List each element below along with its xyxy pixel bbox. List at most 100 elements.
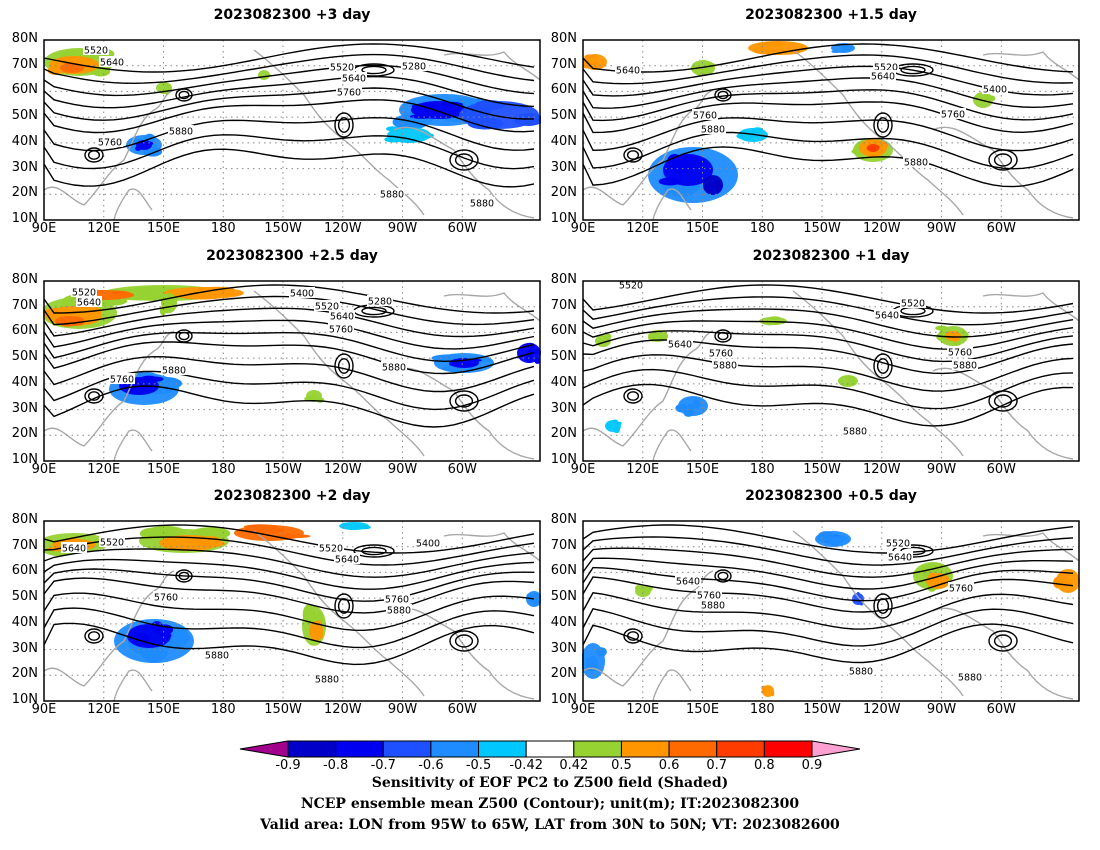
latitude-tick-label: 50N: [11, 349, 38, 365]
latitude-tick-label: 70N: [11, 537, 38, 553]
svg-text:5880: 5880: [701, 125, 725, 136]
svg-text:5520: 5520: [315, 302, 339, 313]
sensitivity-shading: [234, 524, 311, 541]
svg-text:5520: 5520: [901, 299, 925, 310]
sensitivity-shading: [658, 154, 713, 186]
colorbar: [239, 740, 861, 758]
longitude-tick-label: 120W: [862, 462, 901, 477]
contour-label: 5640: [874, 309, 900, 322]
svg-text:5400: 5400: [983, 85, 1007, 96]
sensitivity-shading: [761, 685, 775, 697]
latitude-tick-label: 20N: [11, 426, 38, 442]
svg-text:5280: 5280: [368, 297, 392, 308]
map-frame: [582, 280, 1080, 462]
svg-text:5760: 5760: [948, 348, 972, 359]
latitude-tick-label: 10N: [550, 692, 577, 707]
contour-label: 5520: [71, 286, 97, 299]
contour-label: 5760: [692, 109, 718, 122]
longitude-tick-label: 90W: [926, 221, 957, 236]
contour-label: 5760: [947, 346, 973, 359]
svg-text:5520: 5520: [886, 539, 910, 550]
svg-text:5520: 5520: [84, 46, 108, 57]
longitude-tick-label: 180: [210, 462, 236, 477]
latitude-tick-label: 80N: [11, 272, 38, 287]
colorbar-label: 0.9: [801, 758, 823, 773]
contour-label: 5880: [700, 123, 726, 136]
colorbar-segment: [430, 740, 480, 758]
svg-text:5520: 5520: [100, 538, 124, 549]
svg-text:5760: 5760: [949, 584, 973, 595]
caption-line3: Valid area: LON from 95W to 65W, LAT fro…: [260, 817, 840, 833]
svg-text:5640: 5640: [342, 74, 366, 85]
colorbar-segment: [620, 740, 670, 758]
svg-text:5760: 5760: [329, 325, 353, 336]
contour-label: 5760: [384, 593, 410, 606]
z500-contours: [43, 284, 535, 428]
latitude-tick-label: 70N: [11, 56, 38, 72]
contour-label: 5520: [873, 61, 899, 74]
colorbar-segment: [382, 740, 432, 758]
longitude-tick-label: 120W: [323, 702, 362, 717]
colorbar-segment: [287, 740, 337, 758]
svg-text:5640: 5640: [77, 298, 101, 309]
svg-text:5880: 5880: [958, 673, 982, 684]
contour-label: 5760: [328, 323, 354, 336]
longitude-tick-label: 180: [210, 221, 236, 236]
contour-label: 5640: [99, 56, 125, 69]
contour-label: 5640: [870, 70, 896, 83]
longitude-tick-label: 60W: [986, 221, 1017, 236]
svg-text:5400: 5400: [290, 289, 314, 300]
colorbar-label: 0.42: [559, 758, 589, 773]
contour-label: 5880: [168, 125, 194, 138]
latitude-tick-label: 30N: [11, 400, 38, 416]
svg-text:5880: 5880: [162, 366, 186, 377]
svg-text:5760: 5760: [154, 593, 178, 604]
svg-text:5760: 5760: [697, 591, 721, 602]
contour-label: 5640: [334, 553, 360, 566]
colorbar-label: -0.8: [322, 758, 349, 773]
latitude-tick-label: 60N: [11, 323, 38, 339]
longitude-tick-label: 90E: [570, 462, 596, 477]
latitude-tick-label: 10N: [11, 692, 38, 707]
contour-label: 5760: [153, 591, 179, 604]
contour-label: 5880: [204, 649, 230, 662]
contour-label: 5760: [948, 582, 974, 595]
contour-label: 5880: [161, 364, 187, 377]
contour-label: 5880: [379, 188, 405, 201]
longitude-tick-label: 180: [749, 221, 775, 236]
latitude-tick-label: 40N: [11, 374, 38, 390]
map-frame: [43, 520, 541, 702]
svg-text:5880: 5880: [843, 427, 867, 438]
latitude-tick-label: 80N: [550, 512, 577, 527]
sensitivity-shading: [703, 175, 723, 195]
longitude-tick-label: 90E: [31, 462, 57, 477]
contour-label: 5760: [336, 86, 362, 99]
contour-label: 5280: [367, 295, 393, 308]
sensitivity-shading: [339, 522, 371, 530]
sensitivity-shading: [866, 144, 880, 152]
svg-text:5760: 5760: [385, 595, 409, 606]
longitude-tick-label: 150W: [264, 702, 302, 717]
contour-label: 5520: [99, 536, 125, 549]
latitude-tick-label: 30N: [550, 400, 577, 416]
contour-label: 5880: [903, 156, 929, 169]
latitude-tick-label: 40N: [550, 133, 577, 149]
contour-label: 5760: [97, 136, 123, 149]
latitude-tick-label: 20N: [550, 185, 577, 201]
svg-text:5640: 5640: [871, 72, 895, 83]
z500-contours: [582, 284, 1074, 427]
colorbar-label: -0.5: [465, 758, 492, 773]
colorbar-label: 0.6: [658, 758, 680, 773]
latitude-tick-label: 60N: [550, 82, 577, 98]
contour-label: 5520: [314, 300, 340, 313]
latitude-tick-label: 50N: [550, 349, 577, 365]
svg-text:5640: 5640: [62, 544, 86, 555]
svg-text:5400: 5400: [416, 539, 440, 550]
map-frame: [582, 39, 1080, 221]
latitude-tick-label: 50N: [11, 108, 38, 124]
latitude-tick-label: 60N: [11, 563, 38, 579]
